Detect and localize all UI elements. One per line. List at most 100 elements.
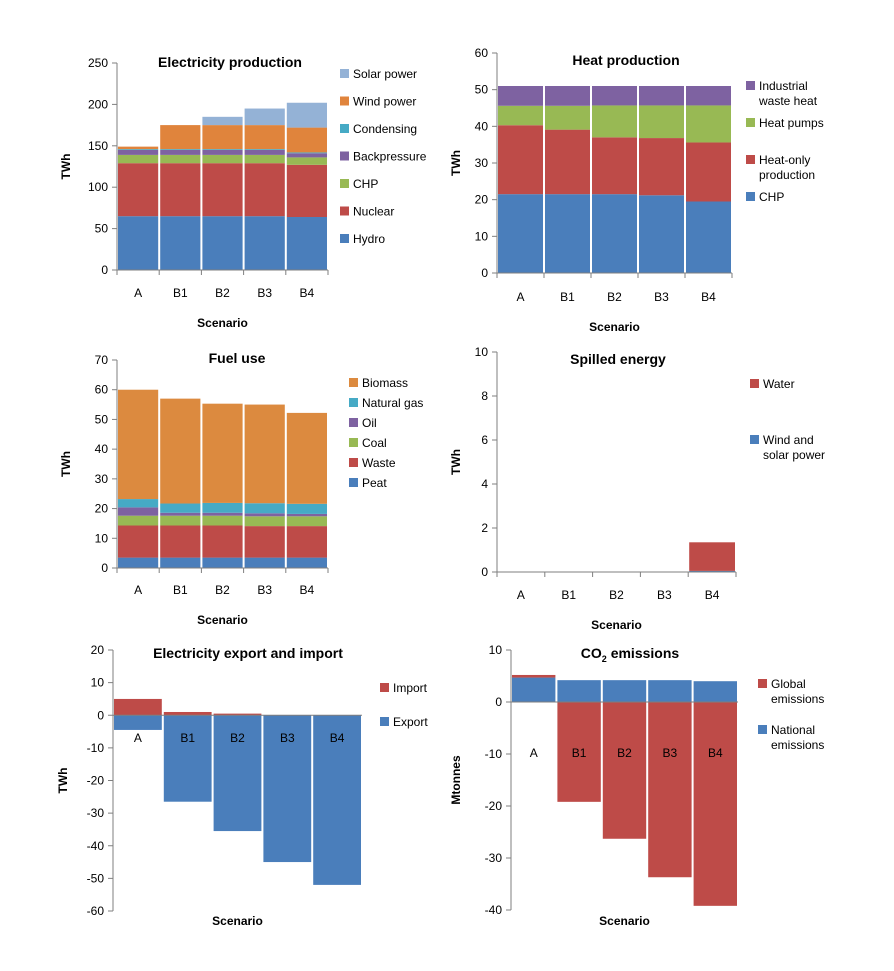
bar-condensing-b3: [244, 149, 285, 150]
bar-heat-pumps-b4: [686, 105, 731, 143]
bar-condensing-b4: [286, 152, 327, 154]
x-tick-label: B1: [572, 746, 587, 760]
bar-chp-b3: [639, 195, 684, 273]
bar-heat-only-production-b1: [545, 129, 590, 195]
electricity-production-x-axis-title: Scenario: [197, 316, 248, 330]
x-tick-label: A: [134, 731, 142, 745]
x-tick-label: B3: [663, 746, 678, 760]
legend-swatch: [746, 155, 755, 164]
y-tick-label: 50: [95, 412, 109, 426]
x-tick-label: B4: [701, 290, 716, 304]
bar-hydro-b1: [160, 216, 201, 270]
legend-swatch: [340, 96, 349, 106]
bar-national-emissions-a: [512, 677, 556, 702]
bar-solar-power-b2: [202, 116, 243, 126]
heat-production-chart: Heat production 0 10 20 30 40 50 60 TWh A B1 B2 B3 B4…: [449, 46, 824, 334]
y-tick-label: -60: [87, 904, 105, 918]
bar-heat-pumps-a: [498, 105, 543, 126]
legend-swatch: [340, 151, 349, 161]
y-tick-label: 40: [95, 442, 109, 456]
legend-swatch: [349, 458, 358, 467]
bar-industrial-waste-heat-b4: [686, 86, 731, 106]
bar-export-b2: [213, 715, 262, 832]
spilled-energy-chart: Spilled energy 0 2 4 6 8 10 TWh A B1 B2 B3 B4 Scenari…: [449, 345, 825, 632]
legend-swatch: [349, 478, 358, 487]
electricity-export-import-y-axis-title: TWh: [56, 768, 70, 794]
y-tick-label: 10: [475, 345, 489, 359]
legend-swatch: [746, 118, 755, 127]
x-tick-label: B4: [300, 583, 315, 597]
bar-backpressure-b1: [160, 149, 201, 155]
legend-label: Coal: [362, 436, 387, 450]
bar-national-emissions-b4: [693, 681, 737, 702]
x-tick-label: B1: [173, 286, 188, 300]
bar-chp-b4: [686, 201, 731, 273]
y-tick-label: 4: [481, 477, 488, 491]
legend-label: Industrial: [759, 79, 808, 93]
bar-coal-b4: [286, 516, 327, 527]
legend-label: production: [759, 168, 815, 182]
x-tick-label: B3: [257, 286, 272, 300]
bar-oil-a: [118, 507, 159, 516]
y-tick-label: 10: [91, 676, 105, 690]
electricity-export-import-legend: Import Export: [380, 681, 428, 729]
bar-oil-b4: [286, 513, 327, 517]
bar-condensing-a: [118, 149, 159, 150]
bar-chp-b4: [286, 157, 327, 165]
bar-hydro-a: [118, 216, 159, 270]
legend-label: National: [771, 723, 815, 737]
y-tick-label: -30: [87, 806, 105, 820]
y-tick-label: -50: [87, 871, 105, 885]
bar-industrial-waste-heat-b3: [639, 86, 684, 106]
heat-production-x-axis-title: Scenario: [589, 320, 640, 334]
y-tick-label: 0: [495, 695, 502, 709]
legend-label: Oil: [362, 416, 377, 430]
legend-label: Heat pumps: [759, 116, 824, 130]
y-tick-label: 60: [475, 46, 489, 60]
y-tick-label: 150: [88, 139, 108, 153]
bar-global-emissions-b2: [602, 702, 647, 839]
bar-biomass-b2: [202, 403, 243, 503]
bar-peat-a: [118, 557, 159, 568]
bar-national-emissions-b1: [557, 680, 601, 702]
bar-hydro-b4: [286, 217, 327, 270]
y-tick-label: 0: [101, 263, 108, 277]
bar-heat-only-production-b2: [592, 137, 637, 195]
bar-chp-a: [498, 194, 543, 273]
legend-label: emissions: [771, 738, 824, 752]
y-tick-label: 60: [95, 383, 109, 397]
bar-import-a: [114, 698, 162, 716]
x-tick-label: B4: [705, 588, 720, 602]
legend-label: solar power: [763, 448, 825, 462]
x-tick-label: B3: [280, 731, 295, 745]
y-tick-label: 10: [489, 643, 503, 657]
title-rest: emissions: [607, 645, 680, 661]
spilled-energy-x-axis-title: Scenario: [591, 618, 642, 632]
legend-label: Water: [763, 377, 795, 391]
bar-natural-gas-b3: [244, 503, 285, 514]
legend-label: Natural gas: [362, 396, 423, 410]
x-tick-label: A: [517, 588, 525, 602]
x-tick-label: A: [134, 286, 142, 300]
fuel-use-title: Fuel use: [209, 350, 266, 366]
bar-chp-b1: [160, 154, 201, 164]
x-tick-label: B2: [617, 746, 632, 760]
bar-global-emissions-b3: [648, 702, 692, 878]
bar-export-b3: [263, 715, 312, 863]
legend-label: Export: [393, 715, 428, 729]
x-tick-label: B3: [657, 588, 672, 602]
y-tick-label: -20: [87, 774, 105, 788]
bar-chp-a: [118, 154, 159, 164]
electricity-production-legend: Solar power Wind power Condensing Backpress…: [340, 67, 427, 246]
bar-wind-power-b4: [286, 127, 327, 153]
bar-peat-b1: [160, 557, 201, 568]
bar-waste-b2: [202, 525, 243, 558]
bar-heat-only-production-b4: [686, 142, 731, 202]
legend-swatch: [340, 124, 349, 133]
legend-swatch: [349, 438, 358, 447]
y-tick-label: 200: [88, 97, 108, 111]
bar-backpressure-b4: [286, 153, 327, 158]
bar-coal-b2: [202, 515, 243, 526]
bar-wind-power-b3: [244, 125, 285, 150]
